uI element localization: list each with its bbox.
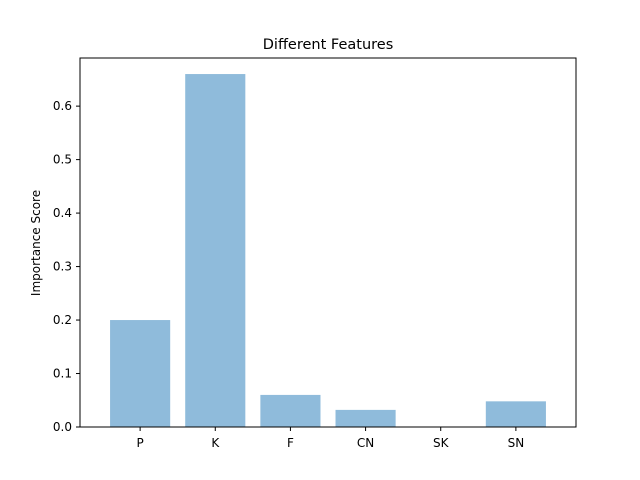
x-axis-ticks: P K F CN SK SN (136, 427, 524, 450)
y-tick-label: 0.1 (53, 367, 72, 381)
bars-group (110, 74, 546, 427)
y-tick-label: 0.4 (53, 206, 72, 220)
y-tick-label: 0.6 (53, 99, 72, 113)
y-tick-label: 0.0 (53, 420, 72, 434)
bar-f (260, 394, 321, 427)
bar-cn (335, 409, 396, 427)
y-axis-label: Importance Score (29, 190, 43, 296)
x-tick-label: F (287, 436, 294, 450)
bar-sn (485, 401, 546, 427)
y-axis-ticks: 0.0 0.1 0.2 0.3 0.4 0.5 0.6 (53, 99, 80, 434)
x-tick-label: SN (508, 436, 525, 450)
plot-frame (79, 57, 577, 428)
chart-title: Different Features (263, 37, 394, 53)
y-tick-label: 0.2 (53, 313, 72, 327)
x-tick-label: SK (433, 436, 450, 450)
x-tick-label: P (136, 436, 143, 450)
x-tick-label: K (211, 436, 220, 450)
y-tick-label: 0.3 (53, 260, 72, 274)
bar-k (185, 74, 246, 427)
y-tick-label: 0.5 (53, 153, 72, 167)
bar-p (110, 320, 171, 427)
x-tick-label: CN (357, 436, 374, 450)
